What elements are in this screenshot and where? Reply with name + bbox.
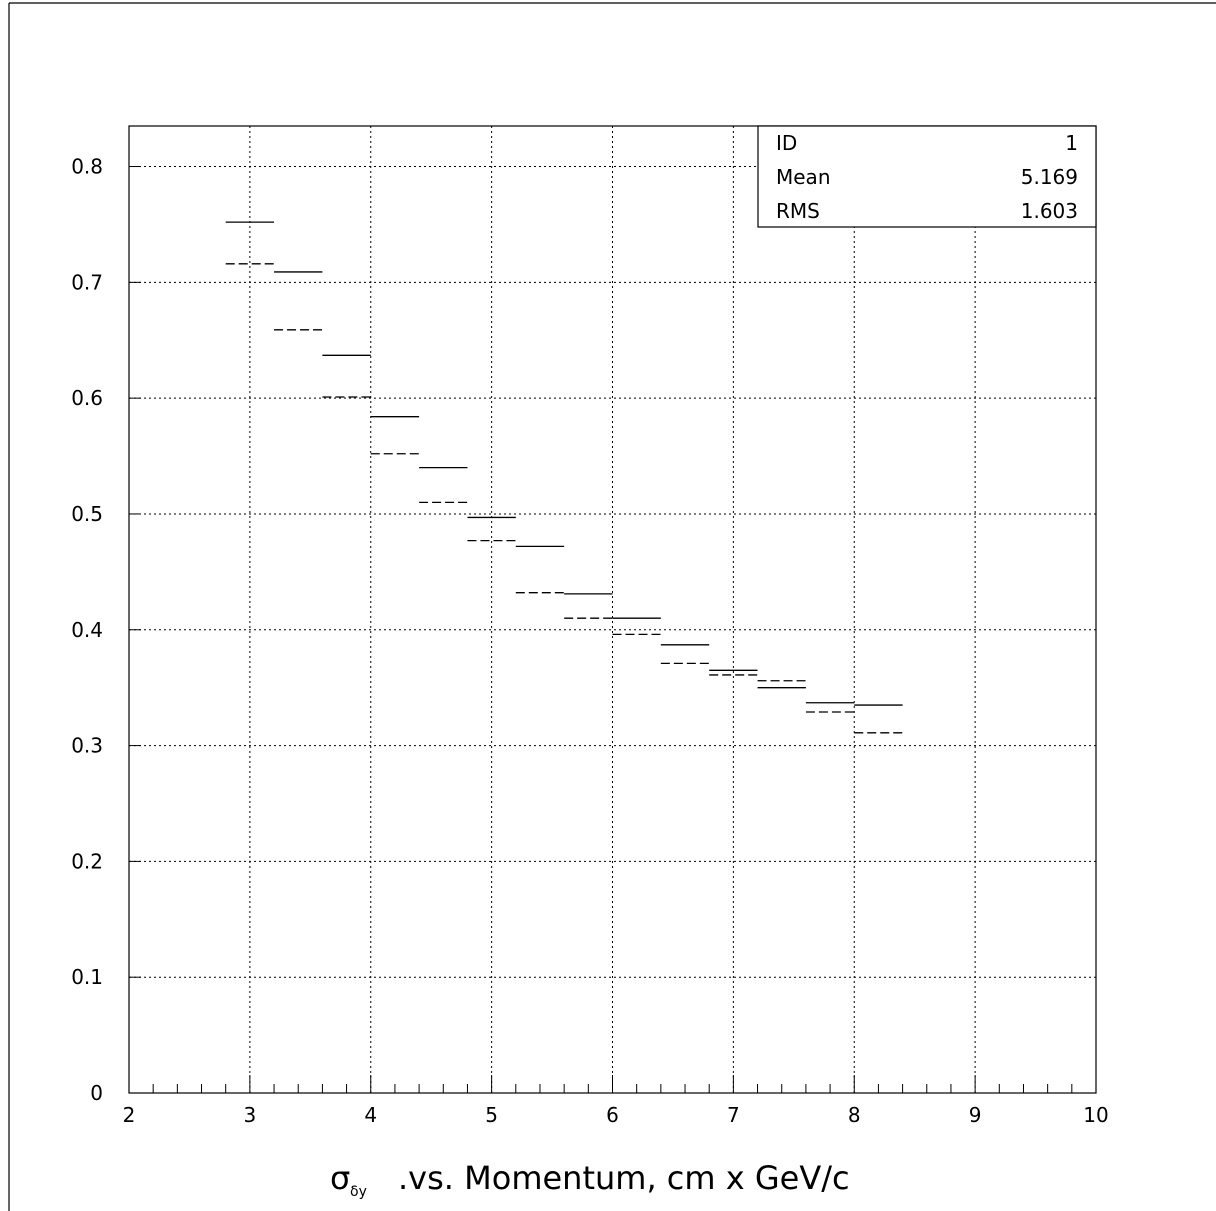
plot-frame [128,125,1097,1094]
x-tick-label: 8 [848,1103,861,1127]
stats-value-id: 1 [1065,131,1078,155]
stats-box-frame [757,125,1097,228]
series-dashed [225,263,903,734]
y-axis-ticks [129,166,141,1094]
x-axis-title-symbol: σ [330,1159,350,1197]
y-tick-label: 0.2 [71,849,103,873]
histogram-series [225,221,903,734]
x-axis-title: σ δy .vs. Momentum, cm x GeV/c [330,1159,850,1200]
x-axis-title-subscript: δy [350,1184,367,1200]
x-tick-label: 4 [364,1103,377,1127]
x-tick-label: 6 [606,1103,619,1127]
stats-label-id: ID [776,131,797,155]
x-tick-label: 10 [1083,1103,1108,1127]
stats-box: ID 1 Mean 5.169 RMS 1.603 [757,125,1097,228]
y-tick-label: 0.3 [71,734,103,758]
stats-label-mean: Mean [776,165,831,189]
x-tick-labels: 2 3 4 5 6 7 8 9 10 [123,1103,1109,1127]
x-minor-ticks [128,1075,1097,1093]
stats-value-rms: 1.603 [1021,199,1078,223]
y-tick-label: 0 [90,1081,103,1105]
stats-label-rms: RMS [776,199,820,223]
x-tick-label: 2 [123,1103,136,1127]
y-tick-label: 0.6 [71,386,103,410]
y-tick-label: 0.8 [71,155,103,179]
x-axis-title-text: .vs. Momentum, cm x GeV/c [398,1159,850,1197]
y-tick-label: 0.5 [71,502,103,526]
y-tick-labels: 0 0.1 0.2 0.3 0.4 0.5 0.6 0.7 0.8 [71,155,103,1105]
y-tick-label: 0.4 [71,618,103,642]
y-tick-label: 0.1 [71,965,103,989]
x-tick-label: 5 [485,1103,498,1127]
stats-value-mean: 5.169 [1021,165,1078,189]
x-tick-label: 3 [244,1103,257,1127]
series-solid [225,221,903,706]
y-tick-label: 0.7 [71,270,103,294]
grid-lines [129,126,1096,1093]
x-tick-label: 9 [969,1103,982,1127]
x-tick-label: 7 [727,1103,740,1127]
